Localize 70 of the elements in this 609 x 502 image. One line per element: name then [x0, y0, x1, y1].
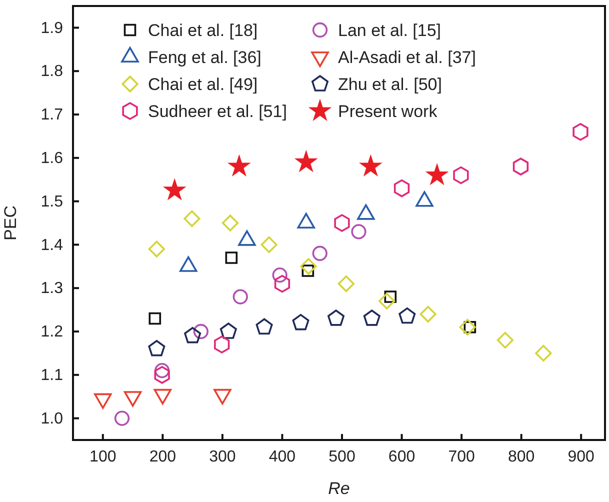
point [220, 322, 237, 339]
point [334, 214, 350, 232]
point [184, 326, 202, 344]
point [256, 318, 273, 335]
point [232, 289, 248, 304]
y-tick-label: 1.8 [40, 63, 64, 80]
point [222, 214, 239, 232]
point [512, 158, 529, 176]
x-tick-label: 100 [90, 448, 116, 466]
x-tick-label: 400 [268, 448, 296, 466]
x-tick-label: 800 [508, 448, 535, 466]
y-tick-label: 1.7 [40, 106, 64, 124]
point [358, 154, 382, 177]
y-tick-label: 1.1 [40, 367, 64, 384]
point [363, 310, 380, 326]
point [453, 166, 469, 184]
point [425, 162, 449, 186]
y-tick-label: 1.0 [40, 410, 64, 428]
x-axis-title: Re [328, 479, 350, 498]
point [272, 268, 288, 283]
point [260, 236, 278, 254]
y-tick-label: 1.9 [40, 20, 64, 37]
legend-label: Chai et al. [18] [148, 21, 258, 40]
point [496, 332, 514, 348]
legend-label: Al-Asadi et al. [37] [338, 48, 476, 67]
point [535, 344, 552, 362]
point [227, 154, 251, 177]
point [184, 210, 200, 227]
x-tick-label: 700 [448, 448, 475, 466]
point [274, 274, 290, 293]
point [398, 307, 416, 324]
point [572, 122, 588, 141]
point [420, 306, 436, 322]
point [300, 258, 317, 275]
y-tick-label: 1.6 [40, 150, 64, 168]
point [154, 362, 170, 378]
x-tick-label: 300 [209, 448, 236, 466]
y-tick-label: 1.2 [40, 324, 64, 341]
x-tick-label: 600 [388, 448, 416, 466]
point [148, 312, 162, 325]
point [459, 318, 476, 336]
point [162, 178, 186, 200]
legend-label: Sudheer et al. [51] [148, 102, 287, 121]
point [154, 366, 170, 384]
point [328, 310, 345, 326]
point [351, 224, 366, 240]
point [312, 246, 328, 261]
y-axis-title: PEC [1, 206, 20, 240]
x-tick-label: 900 [568, 448, 595, 466]
point [193, 324, 208, 340]
x-tick-label: 500 [328, 448, 356, 466]
point [294, 150, 318, 172]
point [225, 252, 238, 264]
legend-label: Zhu et al. [50] [338, 75, 442, 94]
legend-label: Present work [338, 102, 438, 121]
point [214, 336, 230, 354]
y-tick-label: 1.4 [40, 236, 64, 254]
y-tick-label: 1.5 [40, 193, 64, 210]
point [338, 275, 354, 292]
legend-label: Lan et al. [15] [338, 21, 442, 40]
legend-label: Feng et al. [36] [148, 48, 262, 67]
point [114, 410, 130, 426]
y-tick-label: 1.3 [40, 280, 64, 298]
point [148, 240, 165, 258]
x-tick-label: 200 [149, 448, 176, 466]
point [394, 179, 410, 198]
point [378, 292, 396, 310]
point [148, 340, 166, 356]
point [292, 314, 310, 330]
legend-label: Chai et al. [49] [148, 75, 258, 94]
